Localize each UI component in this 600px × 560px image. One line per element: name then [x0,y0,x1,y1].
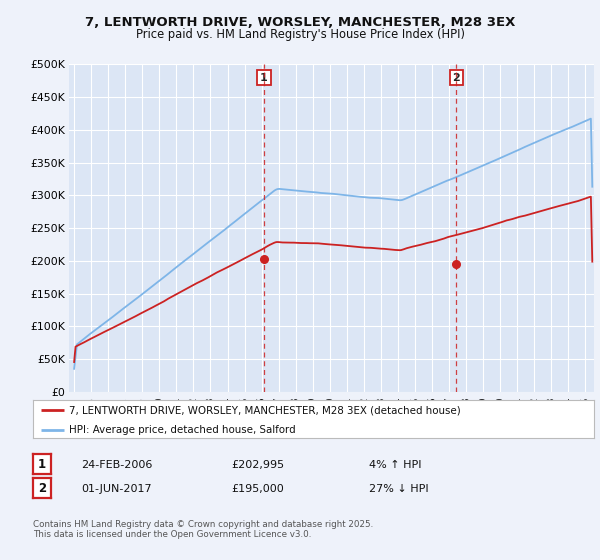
Text: £195,000: £195,000 [231,484,284,494]
Text: 1: 1 [38,458,46,471]
Text: 27% ↓ HPI: 27% ↓ HPI [369,484,428,494]
Text: 01-JUN-2017: 01-JUN-2017 [81,484,152,494]
Text: £202,995: £202,995 [231,460,284,470]
Text: Contains HM Land Registry data © Crown copyright and database right 2025.
This d: Contains HM Land Registry data © Crown c… [33,520,373,539]
Text: 7, LENTWORTH DRIVE, WORSLEY, MANCHESTER, M28 3EX (detached house): 7, LENTWORTH DRIVE, WORSLEY, MANCHESTER,… [70,405,461,415]
Text: 7, LENTWORTH DRIVE, WORSLEY, MANCHESTER, M28 3EX: 7, LENTWORTH DRIVE, WORSLEY, MANCHESTER,… [85,16,515,29]
Text: 4% ↑ HPI: 4% ↑ HPI [369,460,421,470]
Text: HPI: Average price, detached house, Salford: HPI: Average price, detached house, Salf… [70,424,296,435]
Text: 2: 2 [452,72,460,82]
Text: 2: 2 [38,482,46,495]
Text: 24-FEB-2006: 24-FEB-2006 [81,460,152,470]
Text: Price paid vs. HM Land Registry's House Price Index (HPI): Price paid vs. HM Land Registry's House … [136,28,464,41]
Text: 1: 1 [260,72,268,82]
